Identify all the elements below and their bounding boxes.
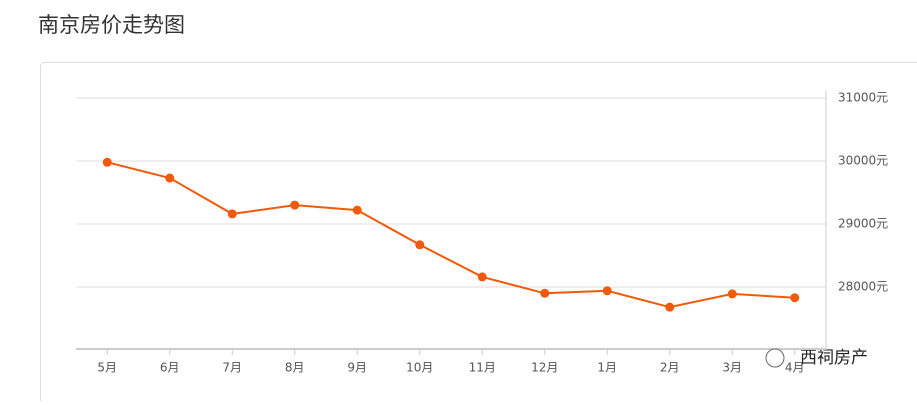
y-tick-label: 28000元 (838, 280, 888, 294)
point (478, 272, 487, 281)
y-tick-label: 30000元 (838, 154, 888, 168)
point (728, 289, 737, 298)
x-tick-label: 9月 (347, 361, 367, 375)
x-tick-label: 2月 (660, 361, 680, 375)
x-tick-label: 11月 (469, 361, 496, 375)
point (103, 158, 112, 167)
x-tick-label: 10月 (406, 361, 433, 375)
line (107, 162, 795, 307)
x-tick-label: 3月 (722, 361, 742, 375)
x-tick-label: 8月 (285, 361, 305, 375)
point (540, 289, 549, 298)
card (41, 63, 917, 402)
point (603, 286, 612, 295)
x-tick-label: 5月 (97, 361, 117, 375)
watermark: 西祠房产 (800, 348, 868, 368)
page-title: 南京房价走势图 (38, 13, 185, 37)
point (353, 206, 362, 215)
x-tick-label: 12月 (531, 361, 558, 375)
x-tick-label: 7月 (222, 361, 242, 375)
point (790, 293, 799, 302)
point (165, 174, 174, 183)
watermark-icon (766, 349, 784, 367)
x-tick-label: 4月 (785, 361, 805, 375)
y-tick-label: 31000元 (838, 91, 888, 105)
point (228, 209, 237, 218)
point (665, 303, 674, 312)
point (415, 240, 424, 249)
x-tick-label: 1月 (597, 361, 617, 375)
x-tick-label: 6月 (160, 361, 180, 375)
point (290, 201, 299, 210)
y-tick-label: 29000元 (838, 217, 888, 231)
